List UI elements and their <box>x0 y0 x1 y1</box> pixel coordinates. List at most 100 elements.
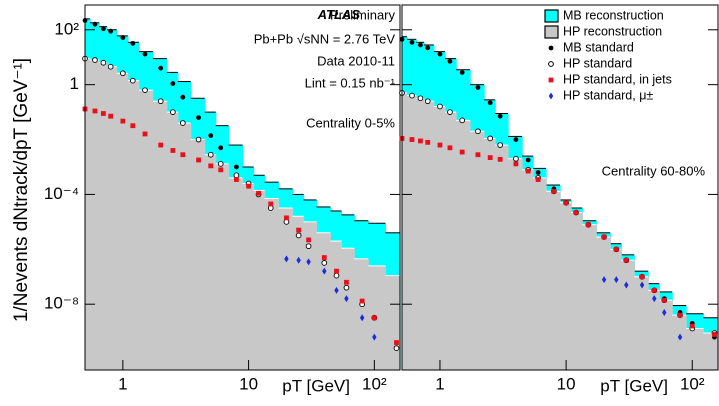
area-bin <box>85 58 91 370</box>
marker <box>130 40 136 46</box>
y-axis-label: 1/Nevents dNtrack/dpT [GeV⁻¹] <box>11 58 32 322</box>
marker <box>142 51 148 57</box>
legend-label: MB reconstruction <box>563 8 664 22</box>
area-bin <box>522 169 534 370</box>
area-bin <box>177 123 192 370</box>
marker <box>513 161 519 167</box>
legend-swatch <box>548 77 554 83</box>
marker <box>157 98 164 105</box>
marker <box>196 157 201 163</box>
x-tick-label: 10² <box>680 374 705 393</box>
marker <box>120 35 126 40</box>
area-bin <box>166 112 179 371</box>
area-bin <box>242 183 255 370</box>
marker <box>233 172 240 179</box>
area-bin <box>278 208 294 370</box>
marker <box>372 333 377 341</box>
marker <box>158 142 164 148</box>
area-bin <box>444 112 457 371</box>
area-bin <box>546 191 561 370</box>
annotation: Data 2010-11 <box>317 53 395 68</box>
marker <box>100 59 107 66</box>
marker <box>677 333 683 341</box>
marker <box>513 155 519 162</box>
marker <box>551 188 557 194</box>
marker <box>130 123 136 129</box>
annotation: Lint = 0.15 nb⁻¹ <box>305 75 396 90</box>
marker <box>459 69 465 75</box>
centrality-label: Centrality 0-5% <box>306 115 395 130</box>
marker <box>613 246 619 252</box>
marker <box>359 298 365 304</box>
marker <box>344 279 349 285</box>
area-bin <box>610 249 622 370</box>
marker <box>170 81 176 86</box>
marker <box>296 256 301 264</box>
x-tick-label: 10 <box>239 374 258 393</box>
marker <box>624 281 629 289</box>
marker <box>120 70 126 77</box>
legend-label: HP standard, μ± <box>563 88 653 102</box>
area-bin <box>138 90 154 370</box>
plot-frame <box>401 4 719 371</box>
marker <box>108 113 114 119</box>
marker <box>306 237 311 243</box>
area-bin <box>560 202 572 370</box>
marker <box>601 234 607 240</box>
legend-swatch <box>544 9 559 23</box>
area-bin <box>385 275 401 370</box>
marker <box>208 133 214 138</box>
marker <box>447 109 453 115</box>
area-bin <box>456 120 471 370</box>
area-bin <box>596 237 611 370</box>
area-bin <box>406 95 417 371</box>
legend-swatch <box>544 25 559 39</box>
marker <box>305 243 312 250</box>
area-bin <box>672 315 687 370</box>
area-bin <box>703 333 719 370</box>
marker <box>459 117 466 124</box>
marker <box>334 268 339 274</box>
marker <box>120 118 126 124</box>
marker <box>623 257 629 263</box>
experiment: ATLAS <box>317 7 361 22</box>
marker <box>207 151 214 158</box>
marker <box>371 315 377 321</box>
marker <box>393 345 400 352</box>
area-bin <box>204 154 217 370</box>
legend-label: MB standard <box>563 40 634 54</box>
marker <box>394 340 399 345</box>
marker <box>563 200 569 206</box>
legend-swatch <box>548 45 554 51</box>
marker <box>651 287 657 293</box>
marker <box>437 51 443 57</box>
area-bin <box>292 216 305 370</box>
y-tick-label: 10² <box>54 19 79 38</box>
x-axis-label: pT [GeV] <box>600 376 668 395</box>
marker <box>639 274 645 280</box>
marker <box>359 314 365 322</box>
marker <box>447 58 453 64</box>
marker <box>179 120 186 126</box>
area-bin <box>303 221 318 370</box>
marker <box>585 222 591 228</box>
marker <box>417 95 424 102</box>
area-bin <box>416 98 425 371</box>
marker <box>425 45 431 51</box>
marker <box>100 111 106 116</box>
marker <box>334 286 339 294</box>
x-tick-label: 10² <box>362 374 387 393</box>
area-bin <box>116 73 129 370</box>
marker <box>142 131 148 137</box>
marker <box>601 276 607 284</box>
area-bin <box>253 190 266 370</box>
marker <box>296 227 302 233</box>
marker <box>497 156 503 162</box>
marker <box>344 295 349 303</box>
x-axis-label: pT [GeV] <box>282 376 350 395</box>
marker <box>437 103 443 110</box>
marker <box>662 308 667 316</box>
area-bin <box>152 101 168 370</box>
plot-frame <box>84 4 401 371</box>
